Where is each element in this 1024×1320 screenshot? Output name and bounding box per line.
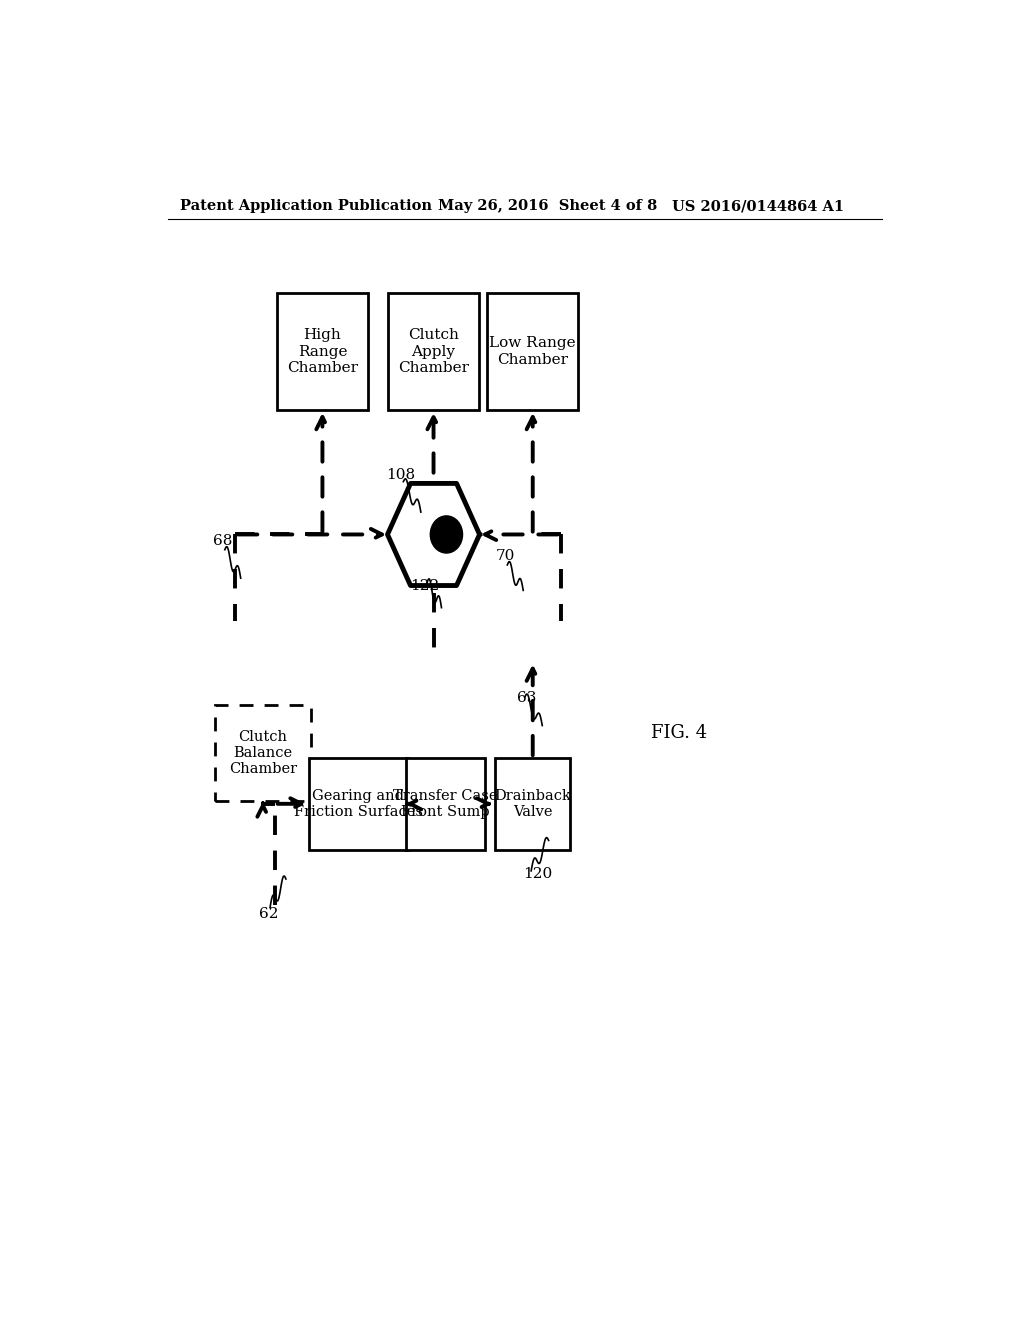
Text: 122: 122	[410, 579, 439, 594]
Text: High
Range
Chamber: High Range Chamber	[287, 329, 358, 375]
Text: 108: 108	[386, 467, 415, 482]
FancyBboxPatch shape	[276, 293, 368, 411]
Text: US 2016/0144864 A1: US 2016/0144864 A1	[672, 199, 844, 213]
Text: 63: 63	[517, 692, 537, 705]
Text: 62: 62	[259, 907, 279, 920]
Text: Low Range
Chamber: Low Range Chamber	[489, 337, 577, 367]
Text: 70: 70	[496, 549, 515, 562]
FancyBboxPatch shape	[388, 293, 479, 411]
Text: Patent Application Publication: Patent Application Publication	[179, 199, 431, 213]
Text: Gearing and
Friction Surfaces: Gearing and Friction Surfaces	[294, 789, 423, 818]
Ellipse shape	[430, 516, 463, 553]
FancyBboxPatch shape	[215, 705, 310, 801]
Text: Clutch
Balance
Chamber: Clutch Balance Chamber	[228, 730, 297, 776]
Text: May 26, 2016  Sheet 4 of 8: May 26, 2016 Sheet 4 of 8	[437, 199, 656, 213]
Text: 120: 120	[523, 867, 553, 880]
Text: FIG. 4: FIG. 4	[651, 723, 708, 742]
Text: 68: 68	[213, 533, 232, 548]
Text: Transfer Case
Front Sump: Transfer Case Front Sump	[393, 789, 498, 818]
FancyBboxPatch shape	[406, 758, 485, 850]
FancyBboxPatch shape	[495, 758, 570, 850]
Text: Drainback
Valve: Drainback Valve	[495, 789, 571, 818]
Text: Clutch
Apply
Chamber: Clutch Apply Chamber	[398, 329, 469, 375]
FancyBboxPatch shape	[487, 293, 579, 411]
FancyBboxPatch shape	[308, 758, 408, 850]
